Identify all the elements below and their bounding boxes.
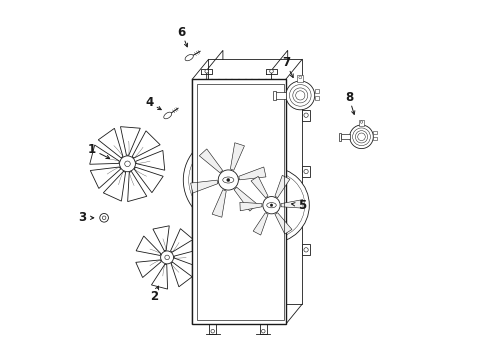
Circle shape [357, 133, 365, 140]
Circle shape [120, 156, 135, 172]
Circle shape [102, 216, 106, 220]
Circle shape [355, 131, 367, 143]
Polygon shape [103, 171, 125, 201]
Polygon shape [302, 244, 309, 255]
Bar [297, 75, 303, 82]
Polygon shape [132, 131, 160, 158]
Polygon shape [153, 226, 169, 251]
Polygon shape [274, 213, 291, 234]
Polygon shape [199, 149, 222, 173]
Polygon shape [253, 213, 267, 235]
Circle shape [303, 113, 307, 117]
Circle shape [303, 248, 307, 252]
Polygon shape [208, 59, 302, 304]
Circle shape [160, 251, 173, 264]
Text: 5: 5 [297, 199, 305, 212]
Text: 3: 3 [78, 211, 86, 224]
Polygon shape [174, 250, 198, 266]
Bar [358, 120, 363, 126]
Circle shape [292, 88, 307, 103]
Circle shape [183, 135, 273, 225]
Polygon shape [274, 175, 289, 198]
Circle shape [233, 167, 309, 243]
Circle shape [164, 255, 169, 260]
Polygon shape [302, 166, 309, 177]
Polygon shape [136, 260, 161, 278]
Circle shape [289, 85, 310, 106]
Polygon shape [234, 187, 257, 211]
Polygon shape [240, 202, 262, 211]
Polygon shape [127, 171, 146, 202]
Text: 4: 4 [144, 96, 153, 109]
Circle shape [349, 125, 372, 149]
Circle shape [188, 140, 267, 220]
Polygon shape [302, 110, 309, 121]
Polygon shape [171, 262, 192, 287]
Circle shape [298, 76, 301, 79]
Circle shape [352, 128, 369, 146]
Polygon shape [120, 127, 140, 155]
Bar [272, 91, 275, 100]
Circle shape [263, 197, 280, 214]
Bar [314, 96, 318, 100]
Polygon shape [136, 150, 164, 170]
Text: 6: 6 [177, 26, 185, 39]
Ellipse shape [223, 177, 233, 183]
Circle shape [303, 169, 307, 174]
Text: 7: 7 [281, 57, 289, 69]
Polygon shape [136, 236, 161, 256]
Circle shape [295, 91, 305, 100]
Polygon shape [238, 167, 265, 180]
Bar [372, 138, 376, 140]
Polygon shape [151, 264, 167, 289]
Polygon shape [281, 199, 303, 208]
Text: 1: 1 [87, 143, 95, 156]
Text: 8: 8 [344, 91, 352, 104]
Polygon shape [192, 79, 285, 324]
Text: 2: 2 [149, 291, 158, 303]
Circle shape [238, 172, 304, 238]
Bar [372, 131, 376, 134]
Circle shape [285, 81, 314, 110]
Ellipse shape [184, 54, 193, 61]
Bar [314, 89, 318, 93]
Circle shape [269, 69, 273, 73]
Bar [338, 133, 341, 141]
Polygon shape [250, 176, 267, 198]
Polygon shape [230, 143, 244, 170]
Circle shape [204, 69, 208, 73]
Polygon shape [190, 180, 217, 193]
Polygon shape [170, 229, 193, 252]
Ellipse shape [163, 112, 171, 119]
Polygon shape [90, 167, 121, 188]
Circle shape [270, 204, 272, 207]
Polygon shape [212, 190, 226, 217]
Circle shape [124, 161, 130, 167]
Circle shape [100, 213, 108, 222]
Circle shape [261, 329, 264, 333]
Polygon shape [98, 128, 122, 158]
Polygon shape [89, 145, 119, 164]
Ellipse shape [266, 203, 276, 208]
Circle shape [360, 121, 362, 123]
Circle shape [210, 329, 214, 333]
Circle shape [226, 179, 229, 181]
Bar [340, 134, 349, 139]
Bar [275, 92, 285, 99]
Polygon shape [134, 167, 163, 193]
Circle shape [218, 170, 238, 190]
